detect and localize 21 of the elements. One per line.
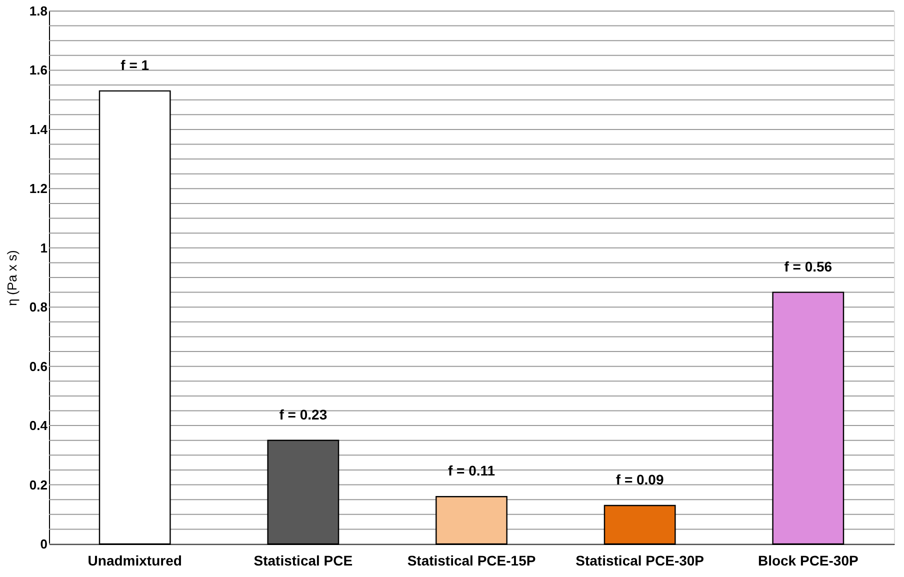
y-axis-title: η (Pa x s) <box>4 250 20 306</box>
x-tick-label: Statistical PCE-30P <box>576 552 704 568</box>
x-tick-label: Unadmixtured <box>88 552 182 568</box>
y-tick-label: 0.2 <box>29 477 48 492</box>
y-tick-label: 1 <box>40 240 48 256</box>
y-tick-label: 0 <box>40 536 48 552</box>
annotation: f = 0.09 <box>616 472 664 488</box>
x-tick-label: Statistical PCE-15P <box>407 552 536 568</box>
y-tick-label: 1.6 <box>29 62 48 78</box>
y-tick-label: 0.8 <box>29 300 48 315</box>
y-tick-label: 1.4 <box>29 122 48 137</box>
y-tick-label: 1.2 <box>29 181 48 196</box>
y-tick-label: 0.6 <box>29 358 48 374</box>
y-tick-label: 1.8 <box>29 4 48 18</box>
annotation: f = 0.11 <box>448 462 496 479</box>
annotation: f = 0.23 <box>279 406 328 422</box>
annotation: f = 1 <box>120 56 150 73</box>
y-tick-label: 0.4 <box>29 418 48 434</box>
x-tick-label: Block PCE-30P <box>758 552 858 568</box>
annotation: f = 0.56 <box>784 258 832 274</box>
x-tick-label: Statistical PCE <box>254 552 353 568</box>
